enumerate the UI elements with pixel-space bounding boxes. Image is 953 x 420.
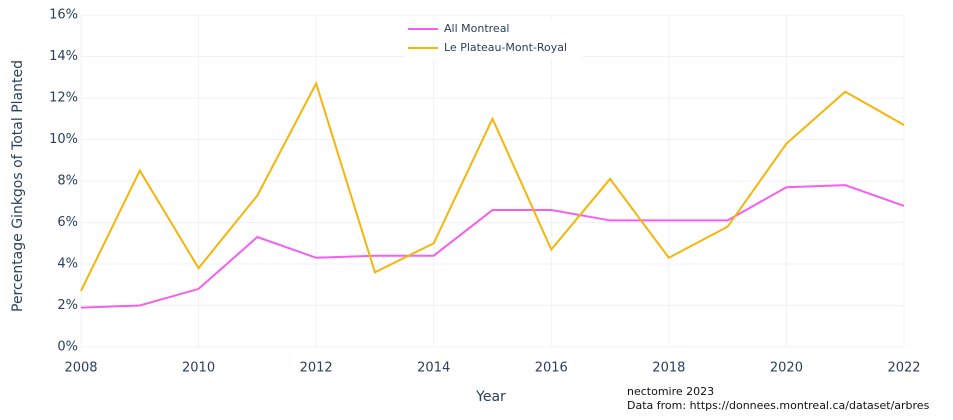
- x-tick-label: 2018: [652, 361, 685, 376]
- x-tick-label: 2010: [182, 361, 215, 376]
- data-line: [80, 184, 905, 309]
- y-tick-label: 10%: [49, 132, 78, 147]
- y-tick-label: 14%: [49, 49, 78, 64]
- x-tick-label: 2022: [887, 361, 920, 376]
- annotation: nectomire 2023: [627, 385, 714, 398]
- y-tick-label: 2%: [57, 298, 78, 313]
- x-axis-label: Year: [475, 389, 506, 405]
- data-line: [80, 80, 905, 292]
- annotation: Data from: https://donnees.montreal.ca/d…: [627, 399, 930, 412]
- x-tick-label: 2012: [300, 361, 333, 376]
- x-tick-label: 2020: [770, 361, 803, 376]
- y-tick-label: 16%: [49, 8, 78, 23]
- y-tick-label: 8%: [57, 174, 78, 189]
- legend-label[interactable]: Le Plateau-Mont-Royal: [444, 41, 567, 54]
- y-tick-label: 0%: [57, 340, 78, 355]
- y-tick-label: 12%: [49, 91, 78, 106]
- x-tick-label: 2014: [417, 361, 450, 376]
- x-tick-label: 2008: [64, 361, 97, 376]
- legend-label[interactable]: All Montreal: [444, 22, 509, 35]
- x-tick-label: 2016: [535, 361, 568, 376]
- y-tick-label: 6%: [57, 215, 78, 230]
- legend-box: [404, 19, 582, 59]
- y-axis-label: Percentage Ginkgos of Total Planted: [10, 60, 26, 312]
- y-tick-label: 4%: [57, 257, 78, 272]
